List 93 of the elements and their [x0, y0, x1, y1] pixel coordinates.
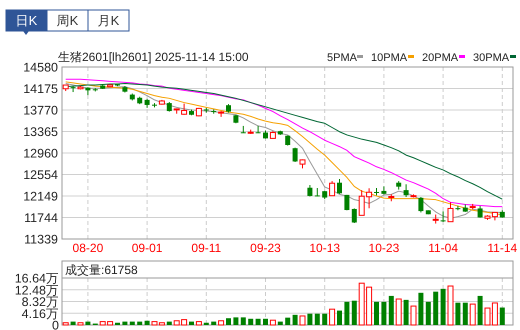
- y-tick-label: 14175: [23, 82, 58, 96]
- legend-label: 30PMA: [473, 52, 510, 64]
- bar: [85, 322, 90, 325]
- x-tick-label: 08-20: [72, 241, 104, 255]
- bar: [270, 320, 276, 326]
- bar: [233, 317, 238, 325]
- bar: [470, 304, 476, 326]
- bar: [396, 298, 402, 326]
- bar: [352, 300, 357, 325]
- x-tick-label: 09-01: [132, 241, 163, 255]
- bar: [478, 296, 483, 325]
- bar: [189, 322, 194, 325]
- y-tick-label: 12554: [23, 168, 58, 182]
- bar: [433, 292, 438, 325]
- bar: [78, 322, 84, 326]
- y-tick-label: 12960: [23, 146, 58, 160]
- x-tick-label: 10-13: [309, 241, 340, 255]
- bar: [404, 300, 409, 325]
- y-tick-label: 16.64万: [14, 272, 59, 286]
- candlestick: [352, 208, 357, 224]
- bar: [344, 302, 350, 325]
- bar: [122, 322, 128, 325]
- bar: [418, 292, 424, 325]
- candlestick: [440, 210, 446, 222]
- bar: [211, 322, 216, 325]
- text: 周K: [56, 13, 79, 28]
- x-tick-label: 09-23: [250, 241, 282, 255]
- bar: [70, 322, 76, 325]
- bar: [314, 314, 320, 325]
- bar: [388, 296, 394, 325]
- y-tick-label: 13770: [23, 103, 58, 118]
- bar: [248, 318, 254, 325]
- x-tick-label: 10-23: [368, 241, 400, 255]
- y-tick-label: 12.48万: [14, 283, 59, 298]
- bar: [240, 317, 246, 325]
- candlestick: [256, 125, 261, 134]
- candlestick: [418, 196, 424, 213]
- bar: [196, 321, 202, 326]
- x-tick-label: 11-14: [487, 241, 518, 255]
- bar: [426, 302, 431, 325]
- bar: [322, 314, 328, 325]
- chart-title: 生猪2601[lh2601] 2025-11-14 15:00: [58, 50, 249, 64]
- legend-label: 10PMA: [371, 52, 408, 64]
- bar: [166, 322, 172, 325]
- y-tick-label: 0: [52, 318, 60, 330]
- chart-title: 成交量:61758: [65, 263, 138, 277]
- legend-label: 20PMA: [422, 52, 459, 64]
- y-tick-label: 12149: [23, 190, 58, 204]
- candlestick: [166, 102, 172, 112]
- candlestick: [240, 125, 246, 134]
- text: 日K: [16, 13, 38, 28]
- bar: [218, 320, 224, 326]
- candlestick: [307, 184, 312, 197]
- bar: [337, 310, 342, 325]
- candlestick: [448, 202, 454, 222]
- bar: [300, 315, 306, 326]
- candlestick: [292, 147, 298, 162]
- candlestick: [337, 178, 342, 194]
- bar: [285, 318, 290, 325]
- candlestick: [344, 194, 350, 211]
- bar: [500, 308, 505, 325]
- bar: [329, 308, 336, 326]
- bar: [263, 318, 268, 325]
- bar: [374, 302, 379, 325]
- bar: [448, 286, 454, 326]
- y-tick-label: 13365: [23, 124, 58, 139]
- y-tick-label: 11339: [24, 232, 58, 246]
- x-tick-label: 09-11: [191, 241, 222, 255]
- y-tick-label: 4.16万: [22, 306, 59, 321]
- y-tick-label: 14580: [23, 60, 58, 74]
- bar: [130, 322, 135, 325]
- candlestick: [432, 214, 439, 224]
- bar: [278, 322, 283, 325]
- x-tick-label: 11-04: [428, 241, 458, 255]
- candlestick: [404, 184, 409, 198]
- bar: [462, 302, 468, 325]
- candlestick: [144, 98, 150, 108]
- bar: [226, 318, 231, 325]
- bar: [256, 318, 261, 325]
- bar: [292, 314, 298, 325]
- y-tick-label: 11744: [24, 211, 58, 226]
- bar: [144, 320, 150, 325]
- legend-label: 5PMA: [327, 52, 358, 64]
- candlestick: [329, 180, 336, 196]
- bar: [307, 314, 312, 325]
- y-tick-label: 8.32万: [22, 295, 59, 309]
- bar: [440, 288, 446, 325]
- bar: [137, 322, 142, 325]
- text: 月K: [98, 13, 120, 28]
- bar: [62, 322, 69, 326]
- bar: [381, 302, 386, 325]
- bar: [410, 306, 416, 326]
- bar: [455, 302, 460, 325]
